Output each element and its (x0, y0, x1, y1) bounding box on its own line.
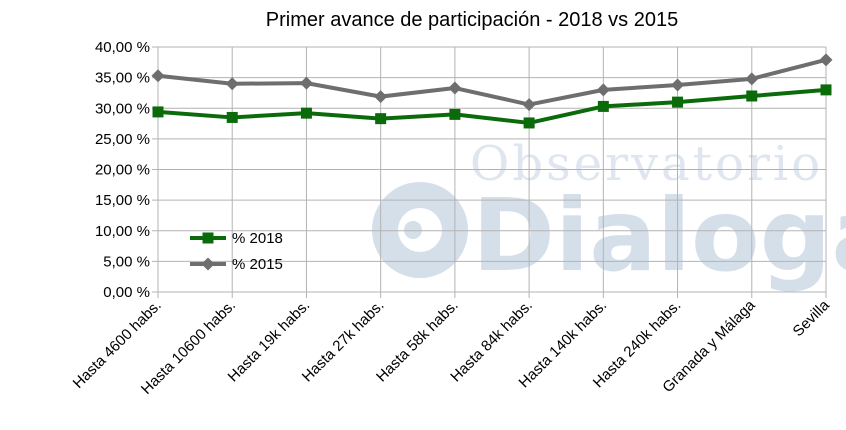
series-2015 (151, 53, 833, 112)
series-layer (151, 53, 833, 129)
x-tick-label: Sevilla (790, 296, 834, 340)
data-point (152, 106, 164, 118)
dialoga-logo-icon-dot (404, 221, 422, 239)
data-point (819, 53, 833, 67)
data-point (300, 107, 312, 119)
legend-label: % 2018 (232, 230, 283, 247)
data-point (449, 108, 461, 120)
data-point (375, 113, 387, 125)
legend: % 2018 % 2015 (190, 230, 283, 273)
data-point (746, 90, 758, 102)
series-line (157, 57, 827, 107)
legend-marker (201, 257, 215, 271)
watermark: Observatorio Dialoga (372, 136, 846, 294)
data-point (597, 100, 609, 112)
legend-marker (202, 232, 214, 244)
data-point (374, 90, 388, 104)
y-tick-label: 30,00 % (95, 100, 150, 117)
data-point (226, 111, 238, 123)
y-tick-label: 40,00 % (95, 39, 150, 56)
legend-label: % 2015 (232, 256, 283, 273)
data-point (672, 96, 684, 108)
data-point (820, 84, 832, 96)
data-point (299, 76, 313, 90)
y-tick-label: 35,00 % (95, 70, 150, 87)
y-tick-label: 15,00 % (95, 192, 150, 209)
series-2018 (152, 84, 832, 129)
data-point (596, 83, 610, 97)
data-point (745, 72, 759, 86)
data-point (671, 78, 685, 92)
y-tick-label: 5,00 % (103, 253, 150, 270)
y-tick-label: 0,00 % (103, 284, 150, 301)
y-tick-label: 20,00 % (95, 162, 150, 179)
watermark-line2: Dialoga (472, 177, 846, 294)
y-tick-label: 10,00 % (95, 223, 150, 240)
data-point (523, 117, 535, 129)
chart-title: Primer avance de participación - 2018 vs… (266, 9, 678, 31)
data-point (522, 98, 536, 112)
data-point (225, 77, 239, 91)
data-point (151, 69, 165, 83)
data-point (448, 81, 462, 95)
series-line (157, 87, 827, 125)
y-tick-label: 25,00 % (95, 131, 150, 148)
watermark-line1: Observatorio (470, 136, 823, 192)
